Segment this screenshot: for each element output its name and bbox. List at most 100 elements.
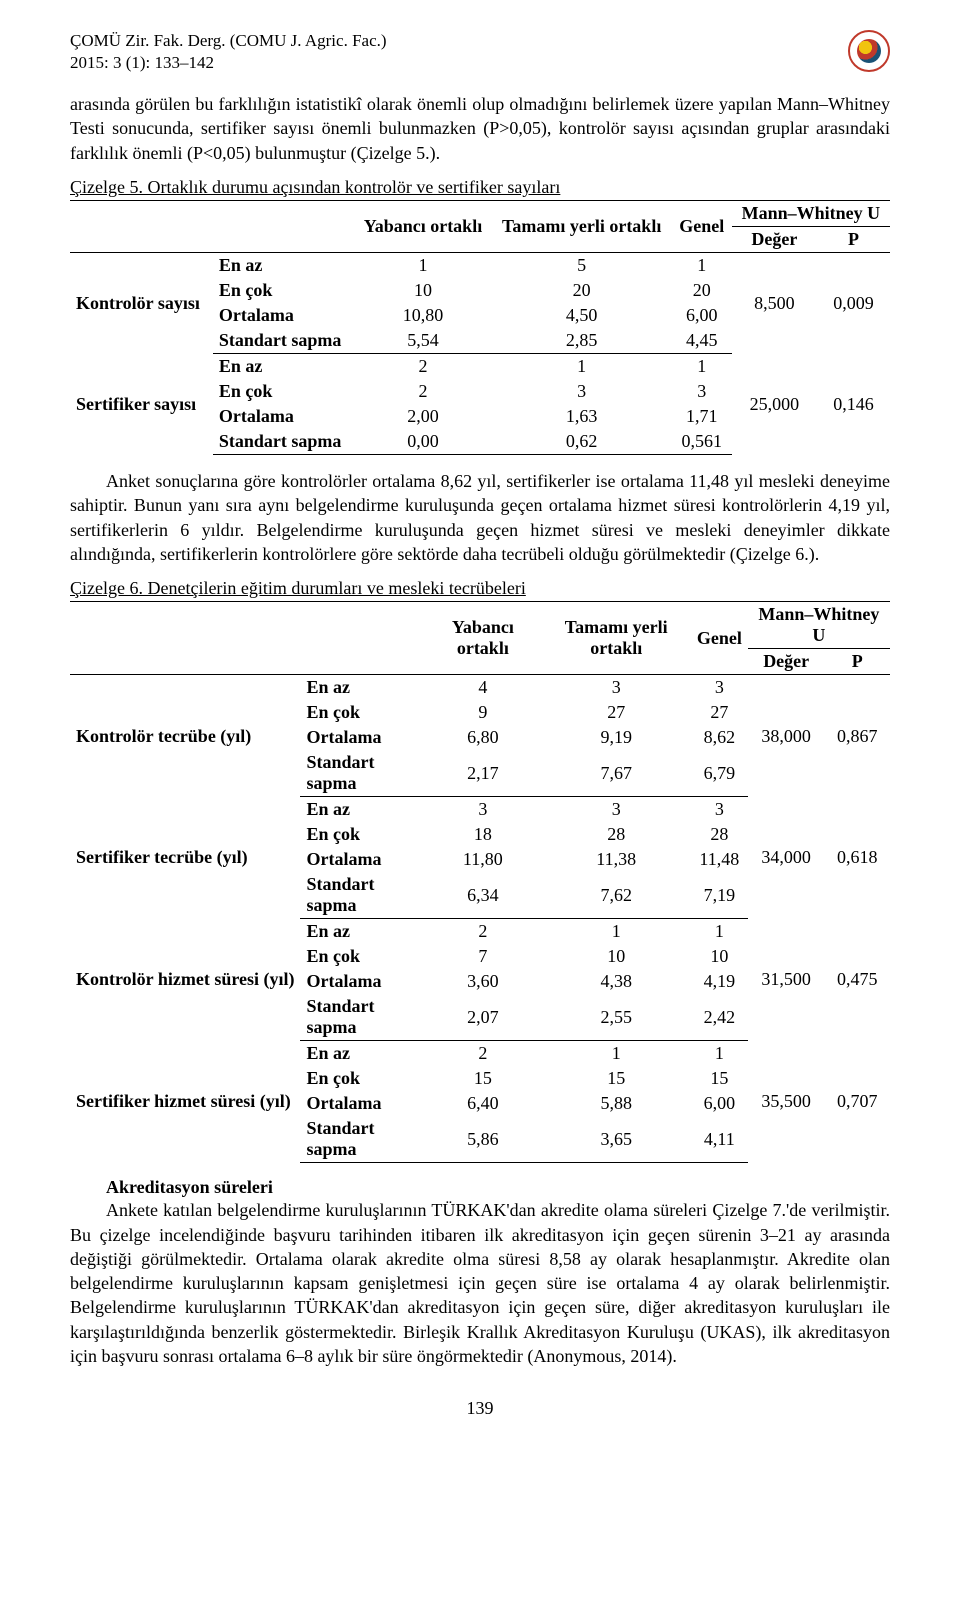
cell: 27 — [542, 700, 691, 725]
p: 0,867 — [825, 675, 891, 797]
cell: 9,19 — [542, 725, 691, 750]
group-label: Kontrolör sayısı — [70, 253, 213, 354]
cell: 2,42 — [691, 994, 748, 1041]
page-number: 139 — [70, 1398, 890, 1419]
deger: 34,000 — [748, 797, 825, 919]
col-mann: Mann–Whitney U — [748, 602, 890, 649]
cell: 1,71 — [672, 404, 732, 429]
deger: 38,000 — [748, 675, 825, 797]
cell: 4,45 — [672, 328, 732, 354]
cell: 1 — [691, 1041, 748, 1067]
cell: 2,17 — [424, 750, 542, 797]
cell: 2 — [424, 1041, 542, 1067]
paragraph-1: arasında görülen bu farklılığın istatist… — [70, 92, 890, 165]
row-label: En çok — [300, 822, 424, 847]
col-genel: Genel — [691, 602, 748, 675]
cell: 2 — [354, 354, 491, 380]
cell: 5,86 — [424, 1116, 542, 1163]
row-label: Ortalama — [300, 847, 424, 872]
group-label: Sertifiker hizmet süresi (yıl) — [70, 1041, 300, 1163]
cell: 3 — [672, 379, 732, 404]
table5-caption: Çizelge 5. Ortaklık durumu açısından kon… — [70, 177, 890, 198]
row-label: En çok — [300, 944, 424, 969]
col-p: P — [825, 649, 891, 675]
header-line-2: 2015: 3 (1): 133–142 — [70, 52, 387, 74]
row-label: En az — [300, 797, 424, 823]
cell: 1 — [354, 253, 491, 279]
cell: 20 — [672, 278, 732, 303]
cell: 6,34 — [424, 872, 542, 919]
cell: 28 — [542, 822, 691, 847]
cell: 1 — [672, 253, 732, 279]
row-label: Ortalama — [213, 303, 354, 328]
deger: 35,500 — [748, 1041, 825, 1163]
cell: 2,55 — [542, 994, 691, 1041]
row-label: En az — [300, 1041, 424, 1067]
cell: 3 — [542, 797, 691, 823]
cell: 3 — [691, 797, 748, 823]
cell: 4,38 — [542, 969, 691, 994]
table-5: Yabancı ortaklı Tamamı yerli ortaklı Gen… — [70, 200, 890, 455]
p: 0,475 — [825, 919, 891, 1041]
cell: 10 — [354, 278, 491, 303]
cell: 15 — [424, 1066, 542, 1091]
cell: 2,07 — [424, 994, 542, 1041]
group-label: Kontrolör tecrübe (yıl) — [70, 675, 300, 797]
cell: 6,00 — [691, 1091, 748, 1116]
header-line-1: ÇOMÜ Zir. Fak. Derg. (COMU J. Agric. Fac… — [70, 30, 387, 52]
cell: 6,80 — [424, 725, 542, 750]
cell: 0,561 — [672, 429, 732, 455]
journal-logo-icon — [848, 30, 890, 72]
cell: 6,40 — [424, 1091, 542, 1116]
group-label: Sertifiker sayısı — [70, 354, 213, 455]
cell: 7,62 — [542, 872, 691, 919]
cell: 1,63 — [492, 404, 672, 429]
cell: 7,19 — [691, 872, 748, 919]
cell: 3 — [492, 379, 672, 404]
row-label: Ortalama — [300, 725, 424, 750]
row-label: En çok — [300, 700, 424, 725]
cell: 7 — [424, 944, 542, 969]
row-label: En az — [213, 253, 354, 279]
table-6: Yabancı ortaklı Tamamı yerli ortaklı Gen… — [70, 601, 890, 1163]
deger: 8,500 — [732, 253, 817, 354]
col-tamami: Tamamı yerli ortaklı — [542, 602, 691, 675]
row-label: Standart sapma — [213, 429, 354, 455]
row-label: En az — [300, 675, 424, 701]
cell: 1 — [672, 354, 732, 380]
row-label: Ortalama — [300, 1091, 424, 1116]
row-label: Standart sapma — [300, 994, 424, 1041]
row-label: Standart sapma — [300, 1116, 424, 1163]
paragraph-2: Anket sonuçlarına göre kontrolörler orta… — [70, 469, 890, 566]
cell: 6,79 — [691, 750, 748, 797]
col-yabanci: Yabancı ortaklı — [424, 602, 542, 675]
cell: 1 — [542, 919, 691, 945]
col-deger: Değer — [748, 649, 825, 675]
cell: 3 — [542, 675, 691, 701]
group-label: Sertifiker tecrübe (yıl) — [70, 797, 300, 919]
col-tamami: Tamamı yerli ortaklı — [492, 201, 672, 253]
cell: 15 — [691, 1066, 748, 1091]
cell: 11,48 — [691, 847, 748, 872]
col-yabanci: Yabancı ortaklı — [354, 201, 491, 253]
row-label: Ortalama — [213, 404, 354, 429]
cell: 4,19 — [691, 969, 748, 994]
cell: 1 — [691, 919, 748, 945]
deger: 31,500 — [748, 919, 825, 1041]
p: 0,618 — [825, 797, 891, 919]
cell: 2 — [354, 379, 491, 404]
p: 0,707 — [825, 1041, 891, 1163]
cell: 4,50 — [492, 303, 672, 328]
cell: 10,80 — [354, 303, 491, 328]
cell: 2,85 — [492, 328, 672, 354]
cell: 3 — [691, 675, 748, 701]
cell: 18 — [424, 822, 542, 847]
cell: 2 — [424, 919, 542, 945]
paragraph-3: Ankete katılan belgelendirme kuruluşları… — [70, 1198, 890, 1368]
table6-caption: Çizelge 6. Denetçilerin eğitim durumları… — [70, 578, 890, 599]
cell: 11,80 — [424, 847, 542, 872]
cell: 5,88 — [542, 1091, 691, 1116]
row-label: En az — [213, 354, 354, 380]
cell: 1 — [492, 354, 672, 380]
cell: 27 — [691, 700, 748, 725]
